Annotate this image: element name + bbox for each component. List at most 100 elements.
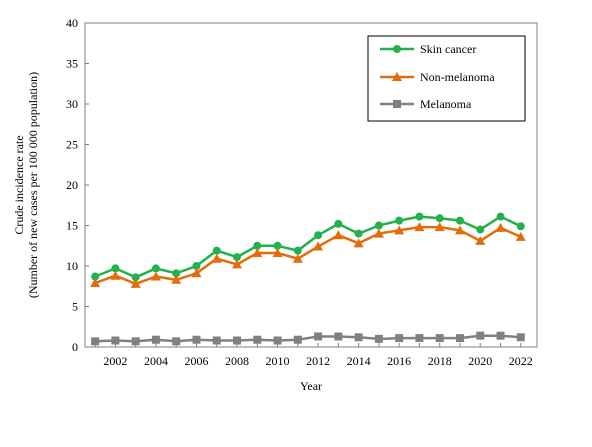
data-point-non-melanoma	[130, 278, 141, 288]
data-point-non-melanoma	[150, 271, 161, 281]
data-point-skin-cancer	[253, 241, 262, 250]
data-point-melanoma	[233, 336, 242, 345]
data-point-non-melanoma	[252, 248, 263, 258]
data-point-non-melanoma	[211, 253, 222, 263]
data-point-non-melanoma	[495, 222, 506, 232]
data-point-skin-cancer	[192, 262, 201, 270]
data-point-melanoma	[273, 336, 282, 345]
data-point-melanoma	[476, 331, 485, 340]
data-point-skin-cancer	[293, 246, 302, 255]
data-point-non-melanoma	[191, 268, 202, 278]
y-tick-label: 40	[66, 16, 78, 30]
data-point-melanoma	[496, 331, 505, 340]
data-point-skin-cancer	[111, 264, 120, 273]
legend-marker-non-melanoma	[392, 72, 402, 81]
data-point-skin-cancer	[354, 229, 363, 238]
y-tick-label: 0	[72, 340, 78, 354]
data-point-non-melanoma	[475, 235, 486, 245]
series-line-non-melanoma	[94, 225, 522, 286]
data-point-non-melanoma	[454, 225, 465, 235]
y-axis: 0 5 10 15 20 25 30 35 40	[66, 16, 89, 354]
data-point-non-melanoma	[414, 222, 425, 232]
y-tick-label: 20	[66, 178, 78, 192]
x-tick-label: 2014	[347, 354, 371, 368]
legend: Skin cancer Non-melanoma Melanoma	[367, 35, 526, 122]
data-point-non-melanoma	[232, 259, 243, 269]
data-point-skin-cancer	[496, 212, 505, 221]
legend-marker-skin-cancer	[393, 45, 401, 53]
y-tick-label: 15	[66, 219, 78, 233]
legend-label-non-melanoma: Non-melanoma	[420, 70, 495, 84]
y-tick-label: 30	[66, 97, 78, 111]
series-non-melanoma	[90, 222, 526, 288]
data-point-melanoma	[334, 332, 343, 341]
data-point-melanoma	[354, 333, 363, 342]
series-line-skin-cancer	[94, 215, 522, 279]
data-point-melanoma	[435, 334, 444, 343]
data-point-non-melanoma	[353, 238, 364, 248]
data-point-melanoma	[212, 336, 221, 345]
x-tick-label: 2016	[387, 354, 411, 368]
data-point-skin-cancer	[233, 253, 242, 262]
data-point-melanoma	[91, 337, 100, 346]
data-point-melanoma	[455, 334, 464, 343]
series-melanoma	[91, 331, 525, 346]
data-point-skin-cancer	[435, 214, 444, 223]
data-point-melanoma	[172, 337, 181, 346]
data-point-skin-cancer	[334, 219, 343, 228]
series-layer	[90, 212, 526, 346]
data-point-skin-cancer	[516, 222, 525, 231]
data-point-non-melanoma	[171, 274, 182, 284]
data-point-melanoma	[293, 335, 302, 344]
data-point-non-melanoma	[394, 225, 405, 235]
data-point-melanoma	[131, 337, 140, 346]
data-point-non-melanoma	[333, 230, 344, 240]
data-point-non-melanoma	[373, 228, 384, 238]
data-point-melanoma	[253, 335, 262, 344]
x-axis: 2002 2004 2006 2008 2010 2012 2014 2016 2018 2020…	[94, 343, 533, 368]
data-point-non-melanoma	[434, 222, 445, 232]
data-point-melanoma	[395, 334, 404, 343]
y-tick-label: 10	[66, 259, 78, 273]
legend-marker-melanoma	[393, 100, 401, 108]
data-point-non-melanoma	[90, 278, 101, 288]
x-tick-label: 2006	[184, 354, 208, 368]
x-tick-label: 2010	[266, 354, 290, 368]
data-point-skin-cancer	[172, 269, 181, 278]
x-tick-label: 2012	[306, 354, 330, 368]
data-point-skin-cancer	[151, 264, 160, 273]
data-point-skin-cancer	[91, 272, 100, 281]
data-point-skin-cancer	[374, 221, 383, 230]
x-tick-label: 2002	[103, 354, 127, 368]
y-tick-label: 35	[66, 57, 78, 71]
x-tick-label: 2022	[509, 354, 533, 368]
data-point-non-melanoma	[110, 270, 121, 280]
data-point-non-melanoma	[515, 231, 526, 241]
x-tick-label: 2004	[144, 354, 168, 368]
data-point-non-melanoma	[313, 241, 324, 251]
data-point-melanoma	[314, 332, 323, 341]
legend-label-skin-cancer: Skin cancer	[420, 42, 476, 56]
data-point-melanoma	[111, 336, 120, 345]
x-axis-title: Year	[300, 379, 322, 393]
data-point-skin-cancer	[314, 231, 323, 240]
y-axis-title-line1: Crude incidence rate	[12, 135, 26, 234]
data-point-non-melanoma	[272, 248, 283, 258]
data-point-melanoma	[192, 335, 201, 344]
legend-label-melanoma: Melanoma	[420, 97, 472, 111]
y-axis-title-line2: (Number of new cases per 100 000 populat…	[26, 72, 40, 298]
data-point-melanoma	[516, 333, 525, 342]
x-tick-label: 2008	[225, 354, 249, 368]
data-point-skin-cancer	[415, 212, 424, 221]
data-point-skin-cancer	[273, 241, 282, 250]
data-point-melanoma	[415, 334, 424, 343]
x-tick-label: 2020	[468, 354, 492, 368]
series-line-melanoma	[95, 334, 521, 343]
y-tick-label: 5	[72, 300, 78, 314]
data-point-melanoma	[151, 335, 160, 344]
data-point-skin-cancer	[455, 216, 464, 225]
data-point-skin-cancer	[212, 246, 221, 255]
series-skin-cancer	[91, 212, 525, 282]
